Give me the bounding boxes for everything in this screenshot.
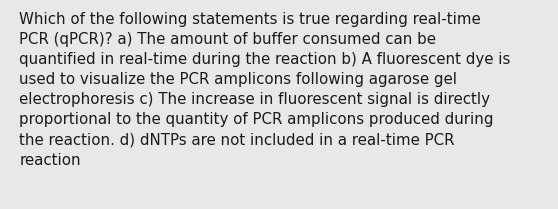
Text: Which of the following statements is true regarding real-time
PCR (qPCR)? a) The: Which of the following statements is tru… bbox=[20, 12, 511, 167]
